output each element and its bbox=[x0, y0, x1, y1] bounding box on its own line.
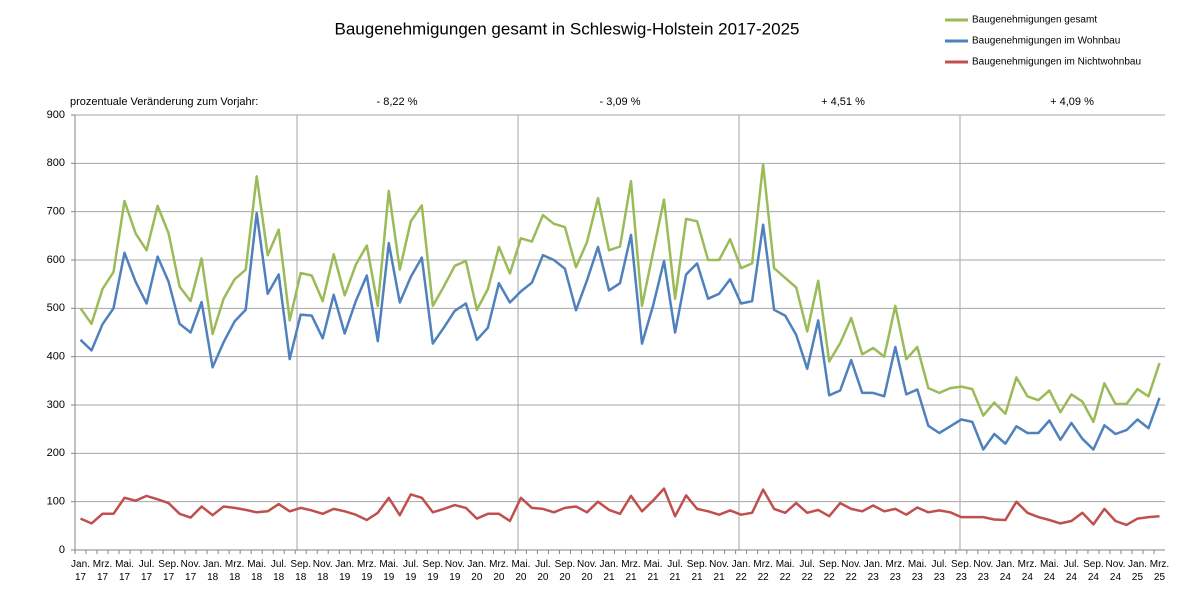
x-tick-label: Sep. 22 bbox=[818, 559, 840, 583]
legend-label: Baugenehmigungen im Wohnbau bbox=[972, 36, 1120, 47]
annotation: - 8,22 % bbox=[377, 96, 418, 108]
y-tick-label: 600 bbox=[47, 254, 65, 266]
x-tick-label: Jan. 25 bbox=[1128, 559, 1147, 583]
x-tick-label: Nov. 23 bbox=[973, 559, 994, 583]
x-tick-label: Jul. 22 bbox=[799, 559, 815, 583]
x-tick-label: Nov. 17 bbox=[180, 559, 201, 583]
x-tick-label: Mrz. 24 bbox=[1017, 559, 1038, 583]
x-tick-label: Jan. 19 bbox=[335, 559, 355, 583]
x-tick-label: Jan. 18 bbox=[203, 559, 223, 583]
y-tick-label: 700 bbox=[47, 206, 65, 218]
y-tick-label: 300 bbox=[47, 399, 65, 411]
x-tick-label: Sep. 20 bbox=[554, 559, 576, 583]
x-tick-label: Nov. 18 bbox=[312, 559, 333, 583]
series-line bbox=[79, 211, 1161, 451]
x-tick-label: Sep. 24 bbox=[1083, 559, 1104, 583]
x-tick-label: Mai. 18 bbox=[247, 559, 267, 583]
x-tick-label: Jan. 24 bbox=[995, 559, 1015, 583]
y-tick-label: 200 bbox=[47, 447, 65, 459]
x-tick-label: Nov. 24 bbox=[1105, 559, 1126, 583]
x-tick-label: Jul. 21 bbox=[667, 559, 683, 583]
x-tick-label: Mai. 24 bbox=[1039, 559, 1059, 583]
x-tick-label: Jul. 24 bbox=[1063, 559, 1080, 583]
x-tick-label: Sep. 17 bbox=[158, 559, 179, 583]
y-tick-label: 500 bbox=[47, 302, 65, 314]
x-tick-label: Nov. 19 bbox=[444, 559, 465, 583]
x-tick-label: Mrz. 21 bbox=[621, 559, 641, 583]
x-tick-label: Nov. 21 bbox=[709, 559, 729, 583]
annotation: + 4,09 % bbox=[1050, 96, 1094, 108]
x-tick-label: Mai. 21 bbox=[643, 559, 663, 583]
series-line bbox=[80, 487, 1160, 527]
x-tick-label: Mrz. 17 bbox=[92, 559, 113, 583]
x-tick-label: Mrz. 25 bbox=[1149, 559, 1170, 583]
x-tick-label: Jul. 17 bbox=[138, 559, 155, 583]
y-tick-label: 400 bbox=[47, 351, 65, 363]
x-tick-label: Mai. 19 bbox=[379, 559, 399, 583]
x-tick-label: Jul. 19 bbox=[403, 559, 419, 583]
annotation: prozentuale Veränderung zum Vorjahr: bbox=[70, 96, 258, 108]
x-tick-label: Mai. 17 bbox=[115, 559, 134, 583]
y-tick-label: 800 bbox=[47, 157, 65, 169]
period-lines bbox=[296, 115, 961, 550]
x-tick-label: Mrz. 23 bbox=[885, 559, 905, 583]
x-tick-label: Jan. 22 bbox=[731, 559, 751, 583]
series-line bbox=[79, 163, 1161, 424]
x-tick-label: Jan. 17 bbox=[71, 559, 90, 583]
x-tick-label: Mrz. 19 bbox=[357, 559, 377, 583]
x-tick-label: Sep. 18 bbox=[290, 559, 311, 583]
x-tick-label: Mai. 20 bbox=[511, 559, 531, 583]
annotation: - 3,09 % bbox=[600, 96, 641, 108]
chart-title: Baugenehmigungen gesamt in Schleswig-Hol… bbox=[335, 19, 800, 38]
x-tick-label: Jul. 18 bbox=[270, 559, 287, 583]
legend-label: Baugenehmigungen gesamt bbox=[972, 15, 1097, 26]
y-tick-label: 0 bbox=[59, 544, 65, 556]
legend-label: Baugenehmigungen im Nichtwohnbau bbox=[972, 57, 1141, 68]
x-tick-label: Mai. 22 bbox=[775, 559, 795, 583]
x-tick-label: Mrz. 22 bbox=[753, 559, 773, 583]
x-tick-label: Sep. 21 bbox=[686, 559, 708, 583]
x-tick-label: Jul. 20 bbox=[535, 559, 551, 583]
y-tick-label: 900 bbox=[47, 109, 65, 121]
x-tick-label: Sep. 19 bbox=[422, 559, 444, 583]
x-tick-label: Jan. 23 bbox=[863, 559, 883, 583]
x-tick-label: Jan. 20 bbox=[467, 559, 487, 583]
x-tick-label: Mai. 23 bbox=[907, 559, 927, 583]
annotation: + 4,51 % bbox=[821, 96, 865, 108]
x-tick-label: Nov. 20 bbox=[577, 559, 597, 583]
y-tick-label: 100 bbox=[47, 496, 65, 508]
x-tick-label: Sep. 23 bbox=[951, 559, 972, 583]
x-tick-label: Nov. 22 bbox=[841, 559, 862, 583]
x-tick-label: Mrz. 18 bbox=[224, 559, 245, 583]
x-tick-label: Jan. 21 bbox=[599, 559, 619, 583]
x-tick-label: Jul. 23 bbox=[931, 559, 948, 583]
x-tick-label: Mrz. 20 bbox=[489, 559, 509, 583]
